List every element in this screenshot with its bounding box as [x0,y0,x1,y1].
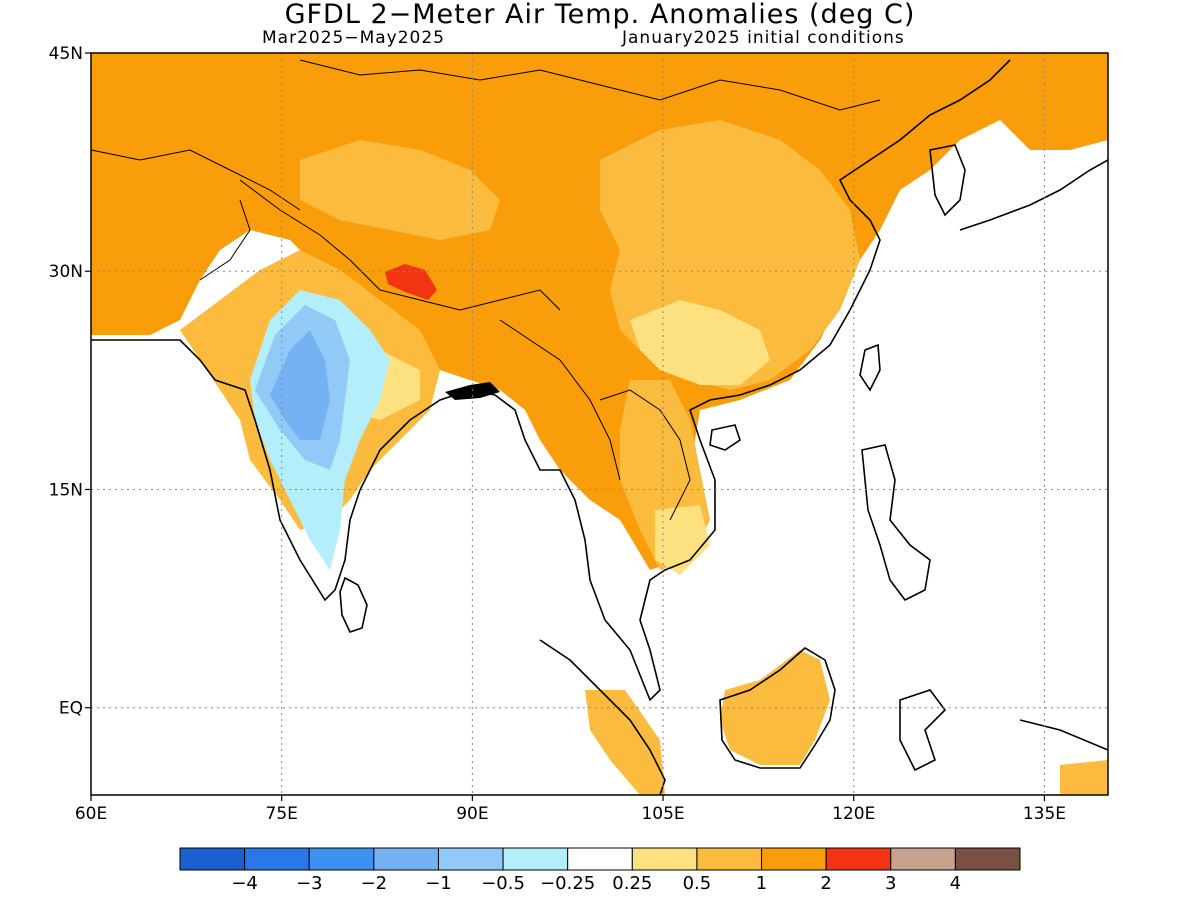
anomaly-region-2-to-3 [385,264,437,300]
border-central-asia [91,149,301,211]
colorbar-label: −2 [361,873,388,894]
colorbar-swatch [825,847,892,871]
colorbar-label: 1 [756,873,767,894]
coastline-borneo [719,647,836,769]
coastline-korea [929,144,966,217]
colorbar-label: 0.25 [612,873,652,894]
tick-marks [85,52,1046,801]
lon-tick-label: 105E [641,804,684,824]
colorbar-swatch [890,847,956,871]
coastline-hainan [709,424,741,451]
coastline-sumatra [539,639,666,795]
border-myanmar [499,319,621,481]
lat-tick-label: EQ [59,699,83,719]
border-indochina [599,389,691,521]
coastline-sri-lanka [339,576,368,633]
gridlines [91,53,1108,795]
colorbar-swatch [567,847,633,871]
coastline-taiwan [859,343,881,392]
colorbar-label: −0.25 [540,873,595,894]
lon-tick-label: 90E [456,804,488,824]
colorbar-label: 3 [885,873,896,894]
colorbar-swatch [244,847,310,871]
coastline-japan [959,159,1108,231]
anomaly-region-0.5-to-1-sumatra [585,690,665,795]
anomaly-region-0.5-to-1-far-east [1060,760,1108,795]
lon-tick-label: 60E [75,804,107,824]
colorbar-label: 2 [820,873,831,894]
colorbar-swatch [631,847,698,871]
period-subtitle: Mar2025−May2025 [262,28,445,48]
lon-tick-label: 120E [832,804,875,824]
colorbar-labels: −4 −3 −2 −1 −0.5 −0.25 0.25 0.5 1 2 3 4 [231,873,961,894]
lon-tick-label: 135E [1023,804,1066,824]
colorbar [179,847,1021,871]
coastlines [91,59,1108,795]
colorbar-swatch [696,847,763,871]
coastline-india [91,339,496,602]
colorbar-label: −0.5 [481,873,525,894]
colorbar-swatch [308,847,375,871]
colorbar-swatch [373,847,439,871]
border-himalaya [239,179,561,311]
initial-conditions-subtitle: January2025 initial conditions [622,28,905,48]
chart-title: GFDL 2−Meter Air Temp. Anomalies (deg C) [284,0,916,30]
colorbar-swatch [179,847,246,871]
colorbar-label: 0.5 [683,873,712,894]
coastline-sulawesi [899,689,947,772]
lon-tick-label: 75E [266,804,298,824]
colorbar-label: 4 [950,873,961,894]
anomaly-fields [91,53,1108,795]
border-china-mongolia [299,59,881,111]
lat-tick-label: 30N [49,262,83,282]
colorbar-label: −1 [425,873,452,894]
colorbar-swatch [954,847,1021,871]
lat-tick-label: 15N [49,480,83,500]
colorbar-swatch [502,847,569,871]
country-borders [91,59,881,521]
anomaly-region-0.25-to-0.5-vietnam [655,505,710,575]
colorbar-swatch [437,847,504,871]
plot-frame [90,52,1109,796]
colorbar-label: −4 [231,873,258,894]
colorbar-label: −3 [296,873,323,894]
coastline-new-guinea [1019,719,1108,751]
lat-tick-label: 45N [49,44,83,64]
anomaly-region-negative-1 [270,330,330,440]
border-pakistan [199,199,251,281]
coastline-philippines [861,444,931,602]
anomaly-region-0.25-to-0.5-china [630,300,770,385]
tick-labels: 60E 75E 90E 105E 120E 135E 45N 30N 15N EQ [49,44,1066,824]
coastline-southeast-asia [494,59,1011,702]
anomaly-region-0.5-to-1-tibet [300,140,500,240]
colorbar-swatch [761,847,827,871]
